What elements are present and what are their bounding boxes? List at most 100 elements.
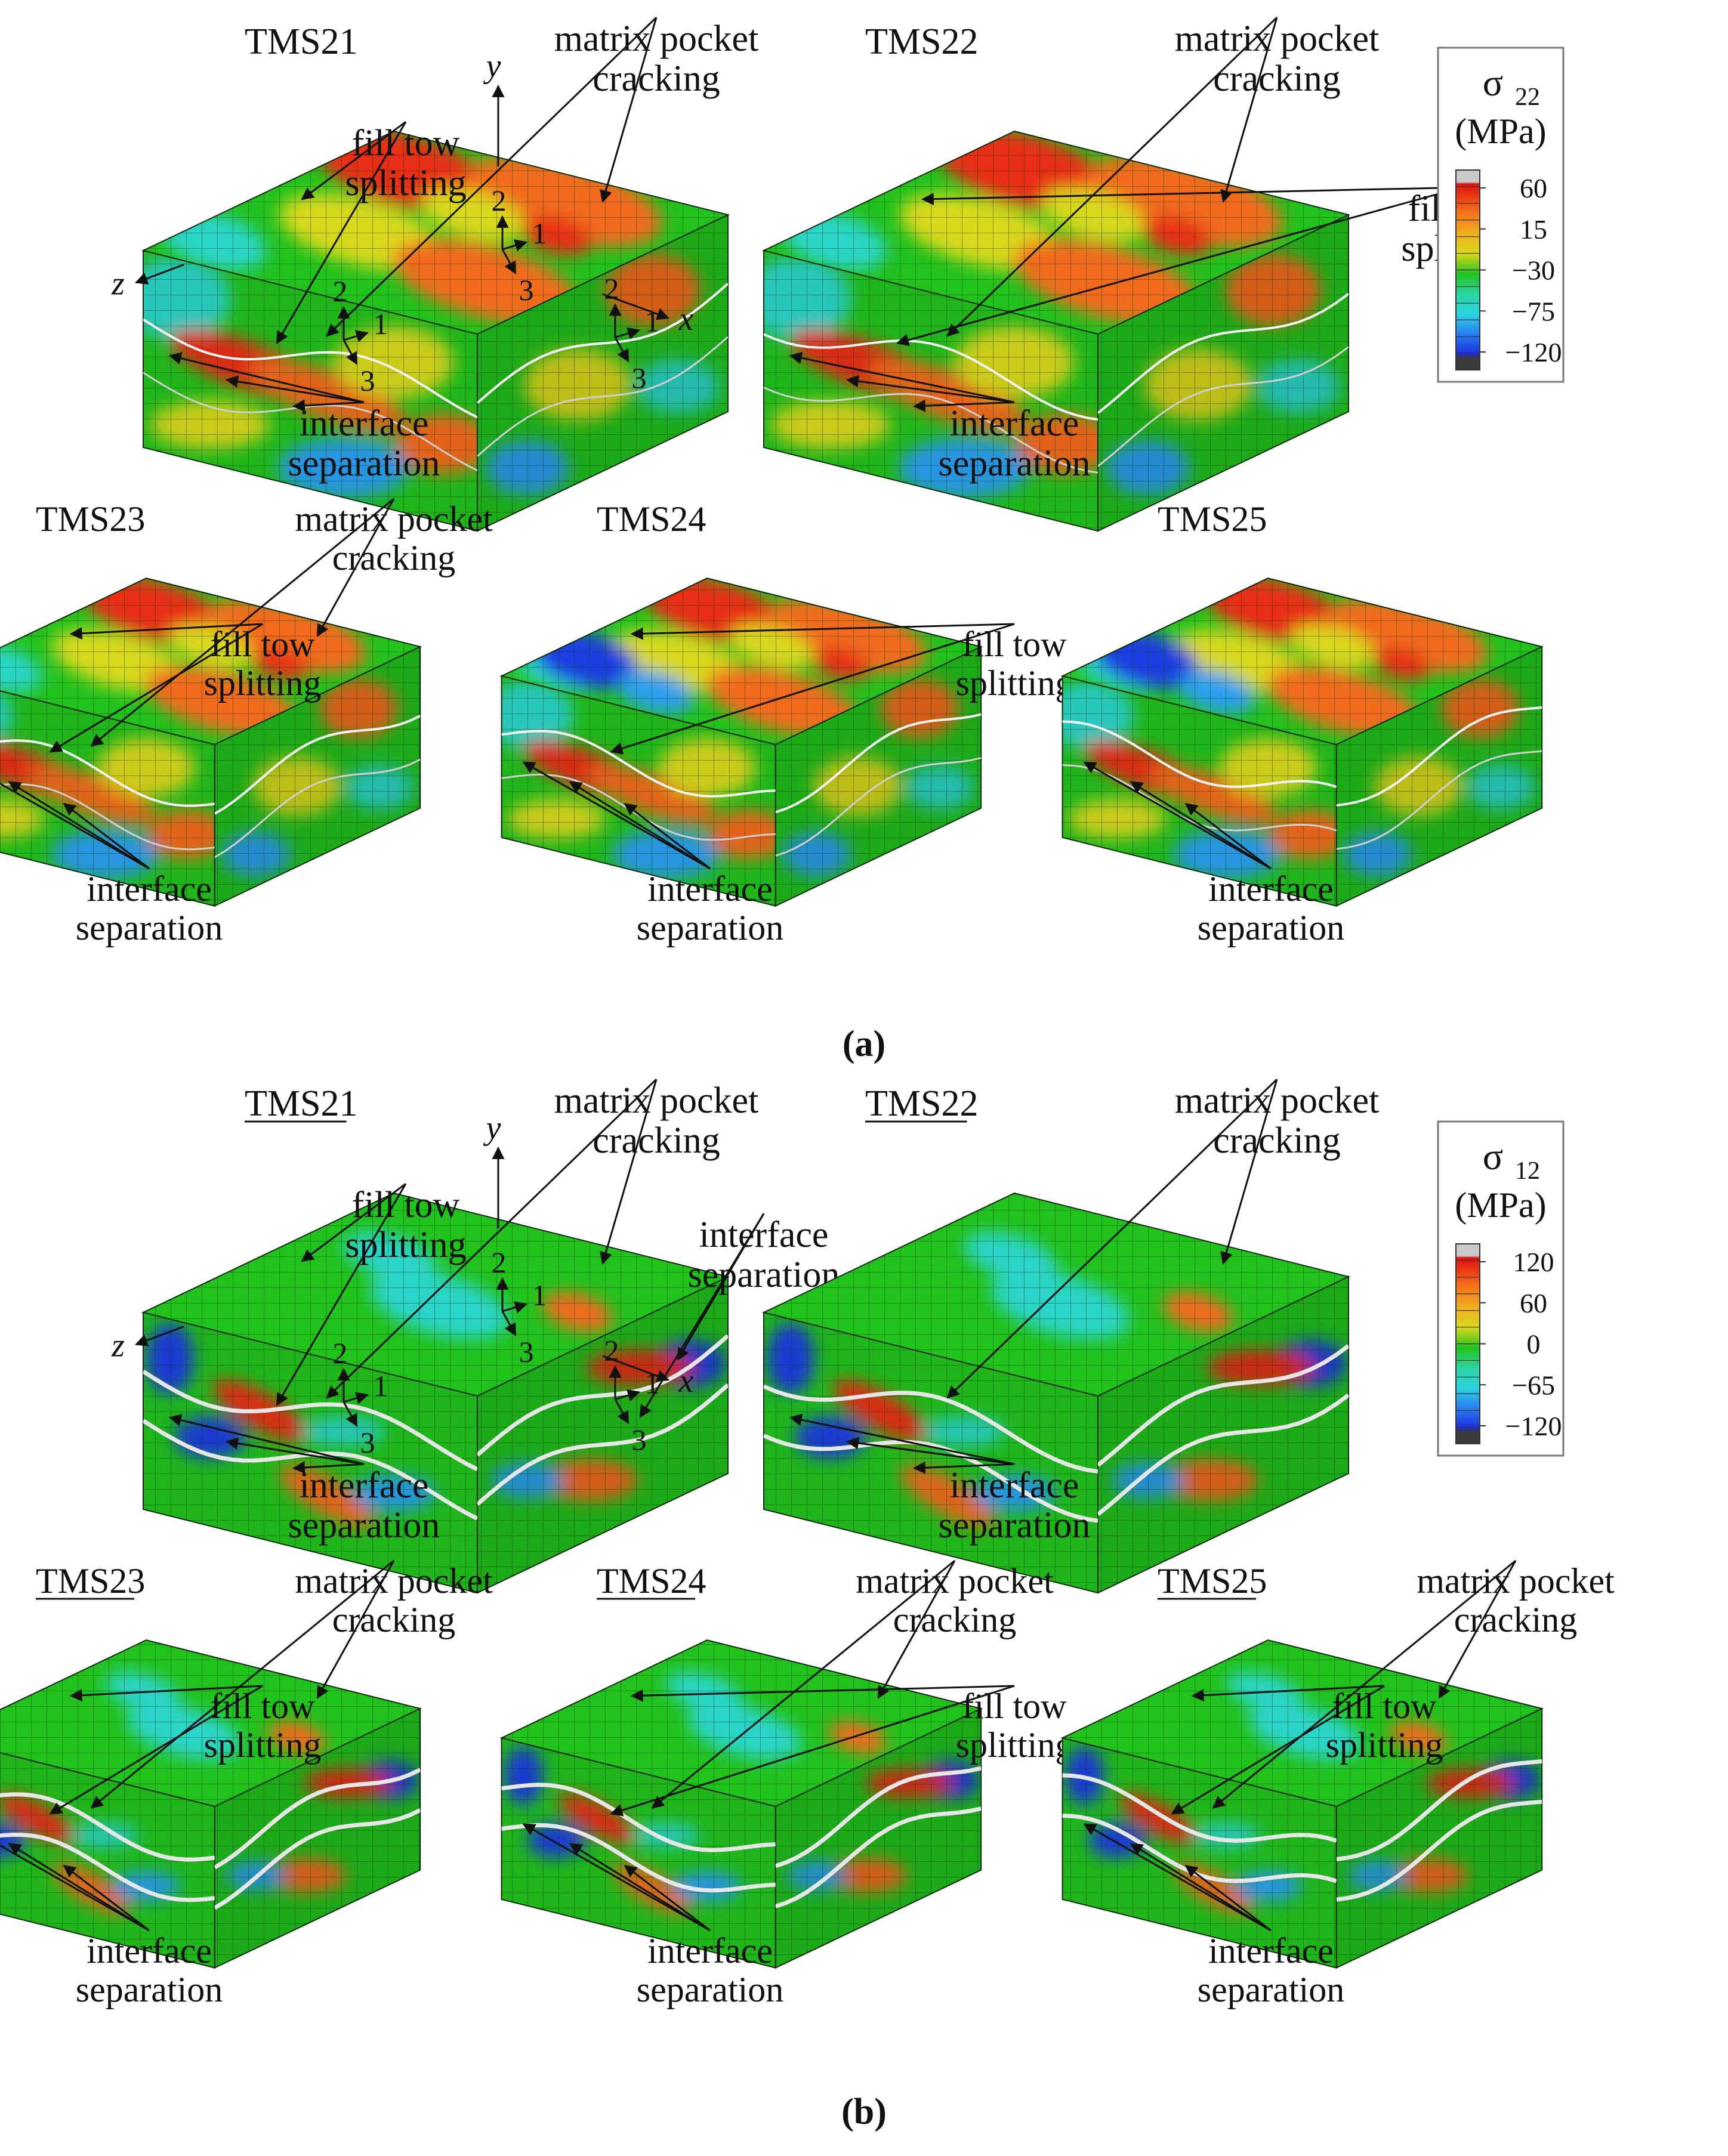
triad-2: 2: [604, 1334, 619, 1367]
leader-arrow: [1220, 1079, 1278, 1265]
interface-line: [214, 1808, 421, 1910]
legend-tick-label: −65: [1512, 1370, 1555, 1400]
legend-tick-label: −120: [1505, 337, 1562, 367]
leader-arrow: [326, 1079, 658, 1399]
label-is-line-1: separation: [288, 443, 440, 484]
leader-arrow: [0, 1844, 150, 1932]
interface-line: [214, 715, 421, 815]
label-mp-line-0: matrix pocket: [554, 18, 759, 59]
interface-line: [0, 783, 215, 851]
leader-arrow: [615, 1389, 641, 1401]
label-fs-line-1: splitting: [345, 1225, 466, 1265]
leader-arrow: [63, 1864, 150, 1932]
leader-arrow: [326, 17, 658, 337]
interface-line: [501, 1823, 776, 1893]
leader-arrow: [63, 802, 150, 870]
interface-line: [143, 1370, 477, 1472]
leader-arrow: [946, 1079, 1278, 1399]
leader-arrow: [522, 1823, 711, 1932]
leader-arrow: [610, 623, 1015, 755]
side-face: [477, 1277, 728, 1593]
leader-arrow: [912, 1461, 1015, 1474]
label-fs-line-0: fill tow: [352, 1185, 460, 1225]
interface-line: [1062, 720, 1337, 788]
label-is-line-0: interface: [1208, 1931, 1334, 1970]
interface-line: [775, 1806, 982, 1908]
leader-arrow: [135, 264, 184, 285]
leader-arrow: [614, 1398, 630, 1425]
label-fs-line-0: fill tow: [211, 625, 316, 664]
label-is-line-0: interface: [647, 1931, 773, 1970]
interface-line: [764, 1384, 1098, 1474]
leader-arrow: [639, 1213, 765, 1418]
axis-x-label: x: [678, 1363, 694, 1400]
leader-arrow: [1438, 1560, 1517, 1699]
interface-line: [477, 1334, 728, 1457]
label-is-line-0: interface: [950, 403, 1079, 444]
leader-arrow: [1184, 802, 1272, 870]
model-name: TMS23: [36, 1561, 145, 1601]
material-triad: 21 3: [492, 184, 547, 307]
label-mp-line-0: matrix pocket: [1417, 1561, 1615, 1601]
top-face: [0, 578, 421, 745]
material-triad: 21 3: [333, 274, 388, 397]
material-triad: 21 3: [492, 1246, 547, 1369]
leader-arrow: [316, 1560, 395, 1699]
triad-2: 2: [333, 274, 348, 308]
label-mp-line-1: cracking: [593, 58, 720, 99]
front-face: [0, 676, 215, 906]
interface-line: [0, 1832, 215, 1902]
interface-line: [1336, 1799, 1542, 1902]
label-fs-line-1: splitting: [956, 1725, 1073, 1765]
interface-line: [501, 730, 776, 798]
leader-arrow: [135, 1326, 184, 1346]
legend-symbol: σ: [1483, 1135, 1504, 1178]
leader-arrow: [896, 186, 1462, 347]
axis-z-label: z: [111, 1327, 125, 1364]
interface-line: [1098, 1393, 1349, 1516]
leader-arrow: [946, 17, 1278, 337]
leader-arrow: [846, 375, 1015, 403]
side-face: [477, 215, 728, 531]
label-mp-line-1: cracking: [332, 1600, 456, 1639]
label-fs-line-1: splitting: [345, 163, 466, 203]
legend-tick-label: 60: [1520, 173, 1547, 203]
leader-arrow: [651, 1559, 955, 1809]
leader-arrow: [569, 1843, 711, 1932]
model-name: TMS24: [597, 499, 706, 539]
triad-3: 3: [519, 1335, 534, 1369]
leader-arrow: [225, 375, 365, 403]
side-face: [775, 647, 982, 906]
label-mp-line-0: matrix pocket: [856, 1561, 1054, 1601]
axis-z-label: z: [111, 265, 125, 302]
triad-2: 2: [333, 1336, 348, 1370]
interface-line: [764, 1434, 1098, 1523]
panel-caption-b: (b): [841, 2092, 887, 2132]
leader-arrow: [912, 399, 1015, 412]
legend-b: σ 12(MPa) 120 60 0 −65 −120: [1437, 1120, 1565, 1457]
leader-arrow: [343, 1392, 369, 1404]
interface-line: [214, 758, 421, 858]
triad-3: 3: [360, 1426, 375, 1459]
interface-line: [1062, 1773, 1337, 1843]
leader-arrow: [90, 498, 394, 747]
label-is-line-0: interface: [647, 869, 773, 909]
label-mp-line-1: cracking: [593, 1120, 720, 1161]
leader-arrow: [1083, 761, 1272, 870]
side-face: [214, 1709, 421, 1968]
leader-arrow: [624, 802, 711, 870]
triad-1: 1: [374, 307, 388, 341]
leader-arrow: [69, 623, 263, 640]
side-face: [1336, 647, 1542, 906]
leader-arrow: [877, 1560, 956, 1699]
label-mp-line-0: matrix pocket: [554, 1080, 759, 1121]
leader-arrow: [8, 1843, 150, 1932]
leader-arrow: [1130, 1843, 1272, 1932]
material-triad: 21 3: [604, 1334, 660, 1457]
label-is-line-0: interface: [1208, 869, 1334, 909]
